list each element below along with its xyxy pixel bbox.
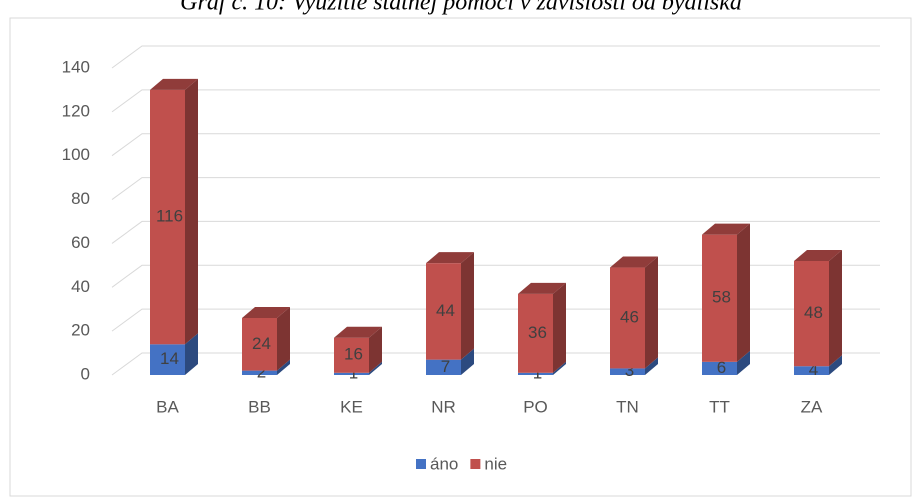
bar-side xyxy=(737,223,750,362)
bar-side xyxy=(553,282,566,373)
value-label: 16 xyxy=(344,345,363,364)
grid-line xyxy=(111,133,880,157)
bar-top xyxy=(702,223,750,235)
bar xyxy=(518,372,553,375)
bar xyxy=(334,337,369,373)
x-tick-label: KE xyxy=(340,397,363,416)
bar xyxy=(702,361,737,375)
bar-side xyxy=(277,306,290,371)
bar xyxy=(426,263,461,360)
x-tick-label: TN xyxy=(616,397,639,416)
bar xyxy=(426,359,461,375)
value-label: 1 xyxy=(349,363,358,382)
bar xyxy=(610,368,645,375)
x-tick-label: TT xyxy=(709,397,730,416)
bar-top xyxy=(794,249,842,261)
bar-side xyxy=(277,359,290,375)
value-label: 46 xyxy=(620,307,639,326)
bar-side xyxy=(645,256,658,369)
legend-label: nie xyxy=(484,454,507,473)
y-tick-label: 20 xyxy=(71,321,90,340)
bar-side xyxy=(737,350,750,375)
grid-line xyxy=(111,177,880,200)
bar xyxy=(702,234,737,362)
y-tick-label: 120 xyxy=(62,101,90,120)
y-tick-label: 40 xyxy=(71,277,90,296)
value-label: 6 xyxy=(717,358,726,377)
y-tick-label: 100 xyxy=(62,145,90,164)
value-label: 2 xyxy=(257,362,266,381)
x-tick-label: PO xyxy=(523,397,548,416)
legend-swatch xyxy=(470,459,481,469)
value-label: 24 xyxy=(252,334,271,353)
chart-title: Graf č. 10: Využitie štátnej pomoci v zá… xyxy=(180,0,742,16)
y-tick-label: 60 xyxy=(71,233,90,252)
bar-top xyxy=(610,256,658,268)
bar xyxy=(242,317,277,371)
x-tick-label: BA xyxy=(156,397,179,416)
bar xyxy=(518,293,553,373)
bar-side xyxy=(369,361,382,375)
value-label: 14 xyxy=(160,349,179,368)
bar-side xyxy=(461,348,474,375)
bar-top xyxy=(334,326,382,338)
bar-side xyxy=(829,249,842,367)
x-tick-label: NR xyxy=(431,397,456,416)
y-tick-label: 0 xyxy=(81,364,90,383)
bar-side xyxy=(645,357,658,375)
legend-swatch xyxy=(416,459,426,469)
grid-line xyxy=(111,45,880,69)
bar xyxy=(334,372,369,375)
value-label: 1 xyxy=(533,363,542,382)
bar-top xyxy=(426,252,474,264)
grid-line xyxy=(111,220,880,244)
bar-top xyxy=(242,306,290,318)
bar xyxy=(610,267,645,369)
grid-line xyxy=(111,89,880,113)
bar-top xyxy=(518,282,566,294)
value-label: 4 xyxy=(809,360,818,379)
bar-top xyxy=(150,78,198,90)
legend-label: áno xyxy=(430,454,458,473)
bar xyxy=(150,89,185,345)
y-tick-label: 80 xyxy=(71,189,90,208)
bar-side xyxy=(829,355,842,375)
value-label: 58 xyxy=(712,288,731,307)
bar xyxy=(794,366,829,375)
value-label: 48 xyxy=(804,303,823,322)
bar-side xyxy=(553,361,566,375)
page-background xyxy=(0,0,922,17)
value-label: 36 xyxy=(528,323,547,342)
y-tick-label: 140 xyxy=(62,57,90,76)
bar-side xyxy=(185,333,198,375)
bar-side xyxy=(185,78,198,345)
bar-side xyxy=(461,252,474,360)
bar xyxy=(242,370,277,375)
value-label: 44 xyxy=(436,301,455,320)
value-label: 3 xyxy=(625,361,634,380)
bar xyxy=(150,344,185,375)
value-label: 116 xyxy=(156,207,183,226)
x-tick-label: BB xyxy=(248,397,271,416)
bar xyxy=(794,260,829,367)
bar-side xyxy=(369,326,382,373)
x-tick-label: ZA xyxy=(801,397,823,416)
value-label: 7 xyxy=(441,357,450,376)
